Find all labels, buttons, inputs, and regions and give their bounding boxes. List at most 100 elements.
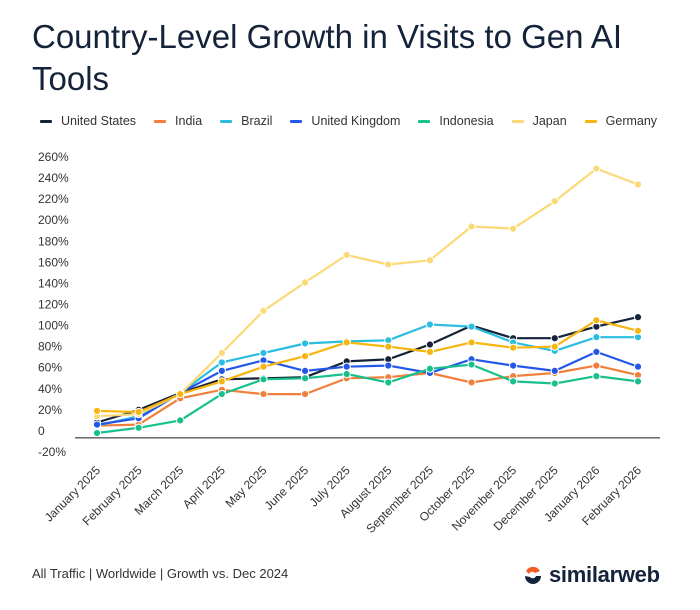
data-point xyxy=(259,306,268,315)
series-line xyxy=(96,363,639,435)
x-tick-label: April 2025 xyxy=(180,463,228,511)
y-tick-label: 120% xyxy=(38,298,69,312)
data-point xyxy=(509,377,518,386)
data-point xyxy=(550,334,559,343)
chart-title: Country-Level Growth in Visits to Gen AI… xyxy=(32,18,622,97)
data-point xyxy=(300,339,310,348)
data-point xyxy=(467,222,476,231)
data-point xyxy=(633,313,643,322)
legend-label: United States xyxy=(61,114,137,128)
y-axis-ticks: 260% 240% 220% 200% 180% 160% 140% 120% 100% 80% 6… xyxy=(38,150,69,459)
data-point xyxy=(384,342,393,351)
series-points xyxy=(92,164,643,438)
legend-swatch xyxy=(584,119,597,123)
legend-item: Indonesia xyxy=(418,114,494,128)
legend-label: Brazil xyxy=(241,114,273,128)
y-tick-label: 60% xyxy=(38,361,62,375)
data-point xyxy=(592,361,601,370)
y-tick-label: 220% xyxy=(38,192,69,206)
data-point xyxy=(467,322,476,331)
data-point xyxy=(509,361,518,370)
y-tick-label: 140% xyxy=(38,276,69,290)
legend-label: India xyxy=(175,114,203,128)
y-tick-label: 40% xyxy=(38,382,62,396)
legend: United States India Brazil United Kingdom In… xyxy=(40,112,657,130)
legend-swatch xyxy=(511,119,524,123)
data-point xyxy=(342,338,351,347)
legend-label: Germany xyxy=(605,114,658,128)
data-point xyxy=(467,360,476,369)
data-point xyxy=(384,361,393,370)
data-point xyxy=(134,407,143,417)
data-point xyxy=(217,377,226,386)
data-point xyxy=(217,358,226,367)
data-point xyxy=(592,347,601,357)
data-point xyxy=(425,340,435,349)
legend-swatch xyxy=(418,119,431,123)
legend-swatch xyxy=(154,119,167,123)
data-point xyxy=(633,326,643,335)
data-point xyxy=(176,416,185,425)
data-point xyxy=(92,420,102,429)
data-point xyxy=(300,278,310,287)
data-point xyxy=(550,197,559,206)
y-tick-label: 20% xyxy=(38,403,62,417)
footer-note: All Traffic | Worldwide | Growth vs. Dec… xyxy=(32,566,289,581)
y-tick-label: 200% xyxy=(38,213,69,227)
series-lines xyxy=(96,167,639,435)
y-tick-label: 180% xyxy=(38,234,69,248)
data-point xyxy=(633,362,643,371)
legend-swatch xyxy=(290,119,303,123)
data-point xyxy=(425,320,435,329)
legend-swatch xyxy=(40,119,52,123)
series-line xyxy=(96,319,639,414)
data-point xyxy=(592,316,601,325)
data-point xyxy=(550,379,559,388)
legend-label: United Kingdom xyxy=(311,114,401,128)
y-tick-label: 260% xyxy=(38,150,69,164)
data-point xyxy=(509,224,518,233)
legend-item: Germany xyxy=(584,114,658,128)
data-point xyxy=(217,348,226,358)
brand-logo: similarweb xyxy=(522,562,660,588)
data-point xyxy=(592,333,601,342)
y-tick-label: -20% xyxy=(38,445,66,459)
data-point xyxy=(509,343,518,352)
legend-item: United Kingdom xyxy=(290,114,400,128)
x-tick-label: June 2025 xyxy=(262,463,312,513)
legend-item: Brazil xyxy=(220,114,272,128)
legend-label: Indonesia xyxy=(439,114,494,128)
legend-item: United States xyxy=(40,114,136,128)
data-point xyxy=(384,260,393,269)
data-point xyxy=(92,406,102,416)
legend-swatch xyxy=(220,119,233,123)
data-point xyxy=(300,374,310,383)
legend-item: India xyxy=(154,114,202,128)
data-point xyxy=(259,348,268,358)
data-point xyxy=(633,377,643,386)
data-point xyxy=(467,338,476,347)
data-point xyxy=(217,366,226,375)
data-point xyxy=(217,389,226,399)
data-point xyxy=(300,366,310,375)
data-point xyxy=(259,375,268,384)
data-point xyxy=(342,250,351,260)
y-tick-label: 100% xyxy=(38,319,69,333)
data-point xyxy=(384,378,393,387)
data-point xyxy=(92,428,102,438)
data-point xyxy=(259,362,268,371)
data-point xyxy=(425,256,435,265)
legend-item: Japan xyxy=(511,114,567,128)
y-tick-label: 0 xyxy=(38,424,45,438)
data-point xyxy=(592,164,601,173)
legend-label: Japan xyxy=(532,114,567,128)
series-line xyxy=(96,350,639,426)
data-point xyxy=(425,347,435,357)
data-point xyxy=(342,369,351,379)
data-point xyxy=(300,352,310,361)
brand-name: similarweb xyxy=(549,562,660,587)
similarweb-logo-icon xyxy=(525,566,541,584)
data-point xyxy=(425,364,435,373)
data-point xyxy=(467,378,476,387)
